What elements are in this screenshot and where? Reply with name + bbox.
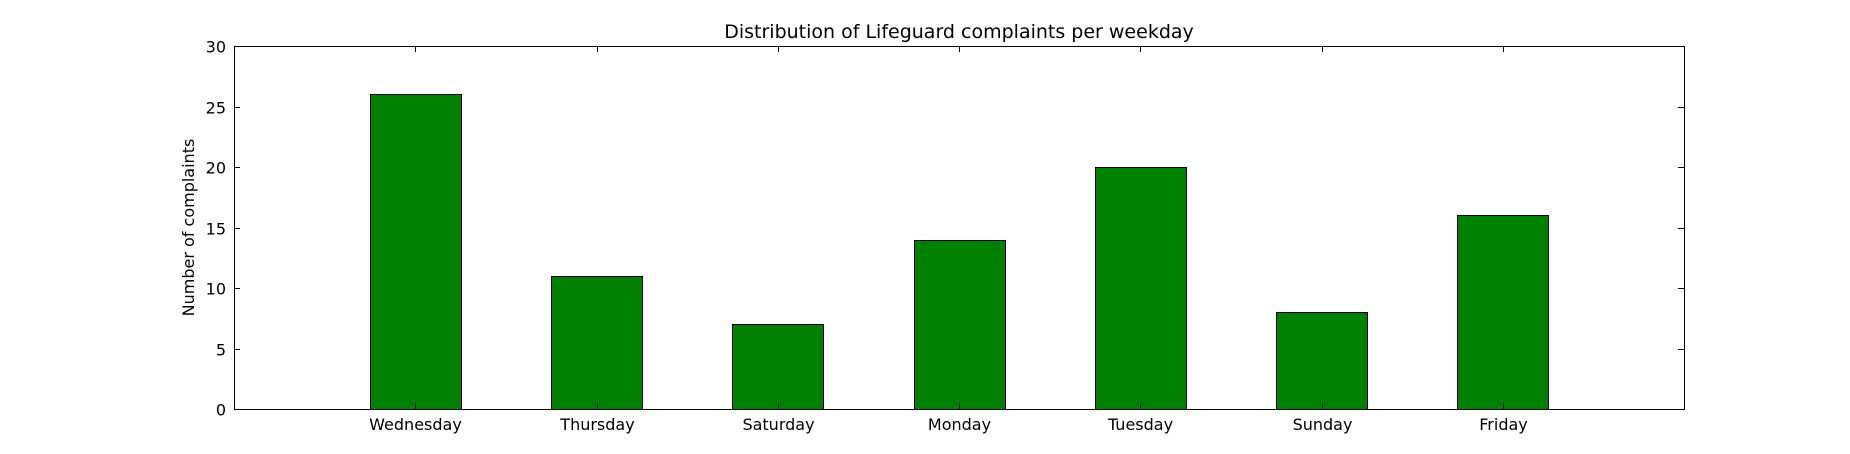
y-axis-label: Number of complaints	[179, 139, 198, 317]
y-tick-label: 10	[206, 280, 226, 299]
x-tick-label-wednesday: Wednesday	[369, 415, 462, 434]
plot-area-frame	[234, 46, 1685, 410]
x-tick-label-thursday: Thursday	[559, 415, 634, 434]
bar-thursday	[551, 276, 643, 410]
y-tick-label: 5	[216, 341, 226, 360]
bars-layer	[370, 94, 1549, 410]
y-tick-label: 15	[206, 220, 226, 239]
bar-monday	[914, 240, 1006, 410]
x-axis-ticks: Wednesday Thursday Saturday Monday Tuesday Su…	[369, 46, 1528, 434]
y-tick-label: 25	[206, 99, 226, 118]
y-axis-ticks: 0 5 10 15 20 25 30	[206, 38, 1684, 420]
x-tick-label-tuesday: Tuesday	[1107, 415, 1173, 434]
y-tick-label: 30	[206, 38, 226, 57]
bar-friday	[1457, 215, 1549, 410]
bar-tuesday	[1095, 167, 1187, 410]
x-tick-label-sunday: Sunday	[1293, 415, 1353, 434]
bar-wednesday	[370, 94, 462, 410]
y-tick-label: 0	[216, 401, 226, 420]
x-tick-label-friday: Friday	[1479, 415, 1528, 434]
chart-title: Distribution of Lifeguard complaints per…	[724, 21, 1194, 43]
bar-saturday	[732, 324, 824, 410]
y-tick-label: 20	[206, 159, 226, 178]
bar-sunday	[1276, 312, 1368, 410]
x-tick-label-saturday: Saturday	[742, 415, 814, 434]
x-tick-label-monday: Monday	[928, 415, 991, 434]
